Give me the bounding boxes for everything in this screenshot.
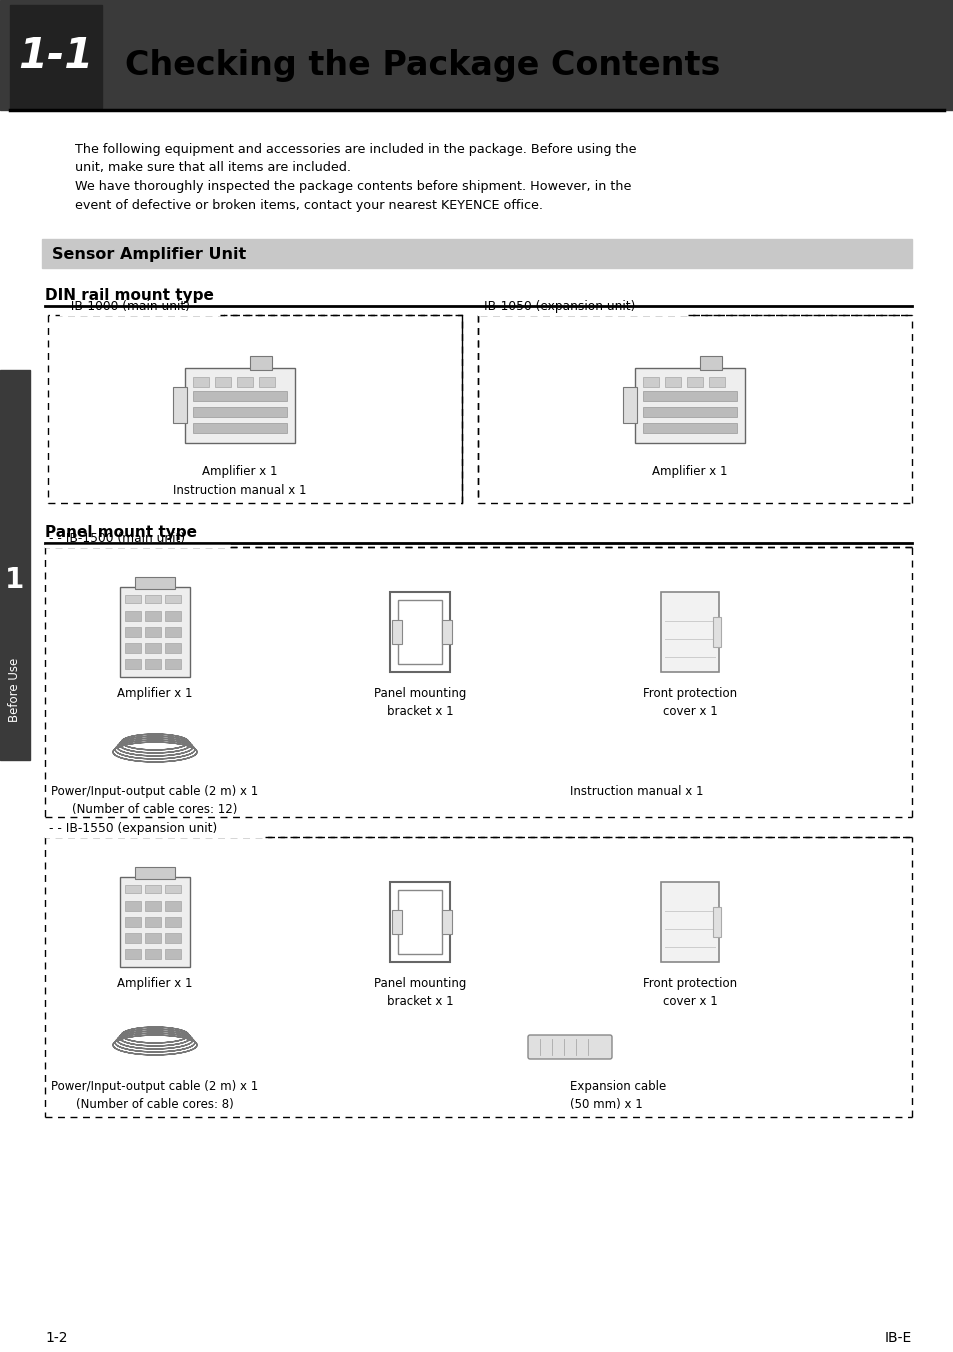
Bar bbox=[193, 376, 209, 387]
Bar bbox=[125, 886, 141, 894]
Bar bbox=[125, 949, 141, 959]
Text: Power/Input-output cable (2 m) x 1
(Number of cable cores: 8): Power/Input-output cable (2 m) x 1 (Numb… bbox=[51, 1080, 258, 1111]
Bar bbox=[0, 0, 953, 110]
FancyBboxPatch shape bbox=[185, 368, 294, 442]
Bar bbox=[165, 886, 181, 894]
Bar bbox=[642, 391, 737, 400]
Bar bbox=[165, 611, 181, 621]
Text: Instruction manual x 1: Instruction manual x 1 bbox=[569, 786, 702, 798]
Bar bbox=[712, 617, 720, 648]
Bar bbox=[258, 376, 274, 387]
Bar bbox=[125, 658, 141, 669]
Text: Expansion cable
(50 mm) x 1: Expansion cable (50 mm) x 1 bbox=[569, 1080, 665, 1111]
Text: - - IB-1500 (main unit): - - IB-1500 (main unit) bbox=[49, 531, 185, 545]
Text: Amplifier x 1: Amplifier x 1 bbox=[652, 465, 727, 479]
Text: Panel mount type: Panel mount type bbox=[45, 525, 196, 539]
Text: Amplifier x 1
Instruction manual x 1: Amplifier x 1 Instruction manual x 1 bbox=[173, 465, 307, 498]
Bar bbox=[145, 933, 161, 942]
Bar bbox=[125, 595, 141, 603]
Bar bbox=[397, 890, 441, 955]
FancyBboxPatch shape bbox=[135, 867, 174, 879]
Bar bbox=[165, 900, 181, 911]
FancyBboxPatch shape bbox=[392, 910, 401, 934]
Bar bbox=[165, 933, 181, 942]
FancyBboxPatch shape bbox=[120, 877, 190, 967]
Bar bbox=[145, 917, 161, 927]
Bar bbox=[236, 376, 253, 387]
Bar bbox=[125, 933, 141, 942]
Bar bbox=[165, 658, 181, 669]
FancyBboxPatch shape bbox=[700, 356, 721, 369]
Text: 1: 1 bbox=[6, 566, 25, 594]
Bar bbox=[125, 627, 141, 637]
FancyBboxPatch shape bbox=[622, 387, 637, 423]
Text: DIN rail mount type: DIN rail mount type bbox=[45, 288, 213, 303]
FancyBboxPatch shape bbox=[135, 577, 174, 589]
Text: IB-E: IB-E bbox=[883, 1330, 911, 1345]
Bar bbox=[145, 627, 161, 637]
Bar bbox=[642, 407, 737, 416]
Bar bbox=[193, 407, 287, 416]
Bar bbox=[145, 644, 161, 653]
Bar bbox=[390, 592, 450, 672]
FancyBboxPatch shape bbox=[250, 356, 272, 369]
Bar bbox=[193, 422, 287, 433]
Bar bbox=[125, 644, 141, 653]
Bar bbox=[214, 376, 231, 387]
Bar bbox=[145, 658, 161, 669]
Text: Checking the Package Contents: Checking the Package Contents bbox=[125, 49, 720, 81]
Text: Panel mounting
bracket x 1: Panel mounting bracket x 1 bbox=[374, 687, 466, 718]
Text: Amplifier x 1: Amplifier x 1 bbox=[117, 977, 193, 990]
FancyBboxPatch shape bbox=[441, 910, 452, 934]
Bar bbox=[125, 917, 141, 927]
Bar bbox=[193, 391, 287, 400]
Bar bbox=[165, 644, 181, 653]
Bar bbox=[145, 900, 161, 911]
Bar bbox=[390, 882, 450, 963]
Text: Before Use: Before Use bbox=[9, 658, 22, 722]
FancyBboxPatch shape bbox=[172, 387, 187, 423]
FancyBboxPatch shape bbox=[392, 621, 401, 644]
Text: - - IB-1550 (expansion unit): - - IB-1550 (expansion unit) bbox=[49, 822, 217, 836]
Bar bbox=[125, 900, 141, 911]
Text: 1-2: 1-2 bbox=[45, 1330, 68, 1345]
FancyBboxPatch shape bbox=[120, 587, 190, 677]
Text: IB-1050 (expansion unit): IB-1050 (expansion unit) bbox=[483, 300, 635, 314]
Bar bbox=[165, 595, 181, 603]
Bar bbox=[660, 882, 719, 963]
FancyBboxPatch shape bbox=[441, 621, 452, 644]
Bar bbox=[125, 611, 141, 621]
Text: Sensor Amplifier Unit: Sensor Amplifier Unit bbox=[52, 246, 246, 261]
Bar bbox=[165, 917, 181, 927]
Text: Panel mounting
bracket x 1: Panel mounting bracket x 1 bbox=[374, 977, 466, 1009]
Bar bbox=[708, 376, 724, 387]
Text: Front protection
cover x 1: Front protection cover x 1 bbox=[642, 977, 737, 1009]
Bar bbox=[10, 5, 102, 108]
Text: The following equipment and accessories are included in the package. Before usin: The following equipment and accessories … bbox=[75, 143, 636, 211]
Bar bbox=[660, 592, 719, 672]
FancyBboxPatch shape bbox=[635, 368, 744, 442]
Text: Amplifier x 1: Amplifier x 1 bbox=[117, 687, 193, 700]
Bar bbox=[165, 949, 181, 959]
Bar bbox=[686, 376, 702, 387]
Bar bbox=[712, 907, 720, 937]
Text: Front protection
cover x 1: Front protection cover x 1 bbox=[642, 687, 737, 718]
Bar bbox=[642, 422, 737, 433]
Bar bbox=[642, 376, 659, 387]
Bar bbox=[145, 611, 161, 621]
Bar bbox=[145, 949, 161, 959]
Bar bbox=[145, 886, 161, 894]
Text: 1-1: 1-1 bbox=[18, 35, 93, 77]
Bar bbox=[42, 239, 911, 268]
Text: - - IB-1000 (main unit): - - IB-1000 (main unit) bbox=[54, 300, 190, 314]
Bar bbox=[165, 627, 181, 637]
Bar bbox=[397, 600, 441, 664]
Bar bbox=[664, 376, 680, 387]
Bar bbox=[0, 370, 30, 760]
Bar bbox=[145, 595, 161, 603]
FancyBboxPatch shape bbox=[527, 1036, 612, 1059]
Text: Power/Input-output cable (2 m) x 1
(Number of cable cores: 12): Power/Input-output cable (2 m) x 1 (Numb… bbox=[51, 786, 258, 817]
